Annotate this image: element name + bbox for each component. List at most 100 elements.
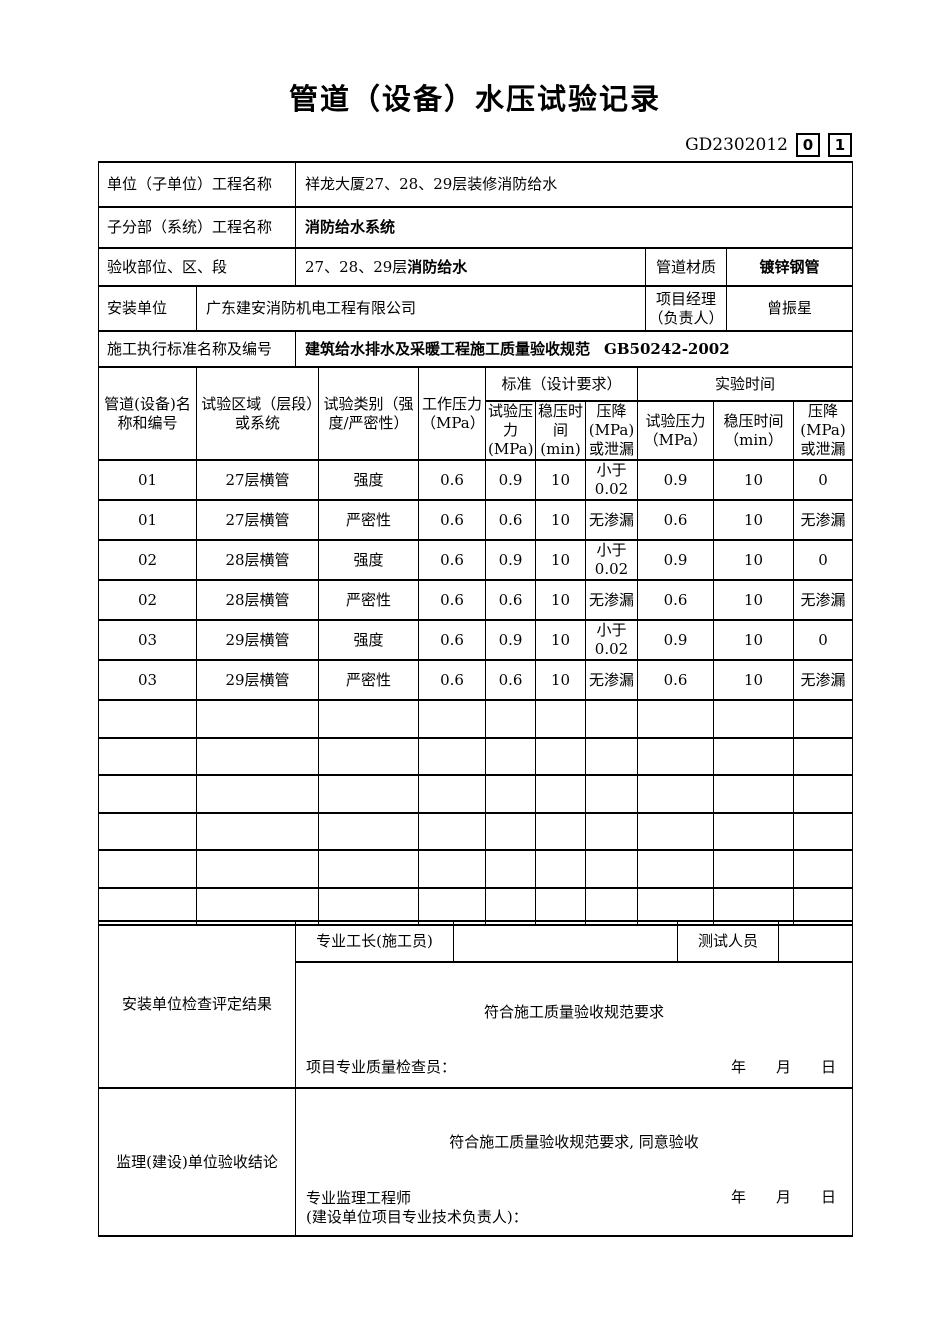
cell: 10: [535, 539, 586, 581]
empty-cell: [485, 849, 536, 889]
cell: 0: [793, 539, 853, 581]
engineer-label-line1: 专业监理工程师: [306, 1189, 412, 1207]
install-unit-value: 广东建安消防机电工程有限公司: [195, 285, 647, 332]
cell: 01: [98, 499, 197, 541]
unit-project-value: 祥龙大厦27、28、29层装修消防给水: [295, 161, 854, 208]
install-result-text: 符合施工质量验收规范要求: [483, 1003, 664, 1021]
cell: 02: [98, 539, 197, 581]
table-row: 01 27层横管 强度 0.6 0.9 10 小于0.02 0.9 10 0: [98, 459, 853, 501]
cell: 10: [535, 619, 586, 661]
cell: 10: [713, 579, 794, 621]
cell: 0.6: [485, 659, 536, 701]
cell: 小于0.02: [585, 459, 638, 501]
header-test-type: 试验类别（强度/严密性）: [318, 366, 419, 461]
empty-cell: [713, 812, 794, 851]
empty-cell: [793, 737, 853, 776]
pipe-material-label: 管道材质: [645, 247, 728, 287]
install-result-cell: 符合施工质量验收规范要求 项目专业质量检查员： 年 月 日: [295, 961, 853, 1089]
cell: 0.6: [485, 499, 536, 541]
info-table: 单位（子单位）工程名称 祥龙大厦27、28、29层装修消防给水 子分部（系统）工…: [97, 161, 854, 368]
foreman-label: 专业工长(施工员): [295, 920, 454, 963]
table-row: 监理(建设)单位验收结论 符合施工质量验收规范要求, 同意验收 专业监理工程师 …: [98, 1087, 853, 1237]
cell: 28层横管: [196, 579, 319, 621]
supervisor-section: 监理(建设)单位验收结论 符合施工质量验收规范要求, 同意验收 专业监理工程师 …: [98, 1087, 853, 1237]
table-row: 安装单位 广东建安消防机电工程有限公司 项目经理（负责人） 曾振星: [98, 285, 854, 332]
acceptance-part-label: 验收部位、区、段: [97, 247, 297, 287]
empty-cell: [793, 699, 853, 739]
empty-cell: [535, 812, 586, 851]
cell: 0.6: [485, 579, 536, 621]
cell: 27层横管: [196, 459, 319, 501]
empty-cell: [713, 737, 794, 776]
cell: 01: [98, 459, 197, 501]
empty-cell: [485, 812, 536, 851]
cell: 10: [713, 499, 794, 541]
empty-cell: [793, 812, 853, 851]
cell: 强度: [318, 619, 419, 661]
empty-cell: [418, 737, 486, 776]
cell: 0.6: [418, 579, 486, 621]
engineer-label-line2: (建设单位项目专业技术负责人)：: [306, 1208, 528, 1226]
header-std-drop: 压降(MPa)或泄漏: [585, 400, 638, 461]
cell: 10: [535, 459, 586, 501]
table-row: 单位（子单位）工程名称 祥龙大厦27、28、29层装修消防给水: [97, 161, 854, 208]
empty-cell: [535, 887, 586, 926]
acceptance-part-value-bold: 消防给水: [407, 257, 468, 276]
cell: 10: [713, 619, 794, 661]
cell: 无渗漏: [585, 579, 638, 621]
empty-cell: [793, 849, 853, 889]
cell: 10: [713, 539, 794, 581]
empty-cell: [318, 887, 419, 926]
table-row-empty: [98, 699, 853, 739]
table-row: 02 28层横管 严密性 0.6 0.6 10 无渗漏 0.6 10 无渗漏: [98, 579, 853, 621]
empty-cell: [418, 774, 486, 814]
project-manager-label: 项目经理（负责人）: [645, 285, 728, 332]
sub-system-label: 子分部（系统）工程名称: [97, 206, 297, 249]
header-std-test-pressure: 试验压力(MPa): [485, 400, 536, 461]
cell: 10: [535, 659, 586, 701]
header-act-drop: 压降(MPa)或泄漏: [793, 400, 853, 461]
table-row-empty: [98, 849, 853, 889]
cell: 0.9: [485, 459, 536, 501]
cell: 10: [535, 579, 586, 621]
header-act-test-pressure: 试验压力（MPa）: [637, 400, 714, 461]
tester-label: 测试人员: [677, 920, 779, 963]
pipe-material-value: 镀锌钢管: [726, 247, 854, 287]
empty-cell: [637, 812, 714, 851]
cell: 小于0.02: [585, 619, 638, 661]
table-row: 01 27层横管 严密性 0.6 0.6 10 无渗漏 0.6 10 无渗漏: [98, 499, 853, 541]
page-title: 管道（设备）水压试验记录: [288, 82, 661, 116]
table-row: 符合施工质量验收规范要求 项目专业质量检查员： 年 月 日: [99, 961, 853, 1089]
table-header-row: 试验压力(MPa) 稳压时间(min) 压降(MPa)或泄漏 试验压力（MPa）…: [99, 400, 853, 461]
empty-cell: [196, 812, 319, 851]
empty-cell: [98, 849, 197, 889]
tester-value-blank: [778, 920, 853, 963]
cell: 0: [793, 619, 853, 661]
empty-cell: [196, 887, 319, 926]
table-row: 验收部位、区、段 27、28、29层消防给水 管道材质 镀锌钢管: [97, 247, 854, 287]
table-row-empty: [98, 887, 853, 926]
cell: 无渗漏: [793, 579, 853, 621]
header-test-area: 试验区域（层段）或系统: [196, 366, 319, 461]
empty-cell: [98, 774, 197, 814]
cell: 无渗漏: [585, 499, 638, 541]
cell: 0.6: [418, 619, 486, 661]
empty-cell: [585, 774, 638, 814]
sub-system-value: 消防给水系统: [295, 206, 854, 249]
empty-cell: [485, 699, 536, 739]
empty-cell: [585, 737, 638, 776]
empty-cell: [585, 849, 638, 889]
doc-code: GD2302012 0 1: [685, 133, 852, 157]
table-row: 03 29层横管 强度 0.6 0.9 10 小于0.02 0.9 10 0: [98, 619, 853, 661]
foreman-value-blank: [453, 920, 678, 963]
empty-cell: [585, 812, 638, 851]
header-standard-group: 标准（设计要求）: [485, 366, 638, 402]
empty-cell: [318, 737, 419, 776]
test-record-table: 管道(设备)名称和编号 试验区域（层段）或系统 试验类别（强度/严密性） 工作压…: [98, 366, 853, 926]
empty-cell: [196, 849, 319, 889]
cell: 严密性: [318, 579, 419, 621]
cell: 0.6: [418, 659, 486, 701]
cell: 无渗漏: [793, 499, 853, 541]
acceptance-part-value-normal: 27、28、29层: [305, 257, 408, 276]
